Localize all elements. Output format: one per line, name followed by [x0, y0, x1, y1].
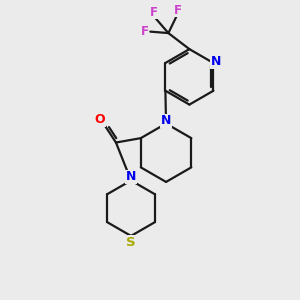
Text: O: O — [94, 113, 105, 126]
Text: F: F — [174, 4, 182, 17]
Text: N: N — [211, 55, 221, 68]
Text: N: N — [161, 114, 171, 127]
Text: S: S — [126, 236, 136, 249]
Text: F: F — [140, 25, 148, 38]
Text: F: F — [150, 6, 158, 19]
Text: N: N — [126, 170, 136, 184]
